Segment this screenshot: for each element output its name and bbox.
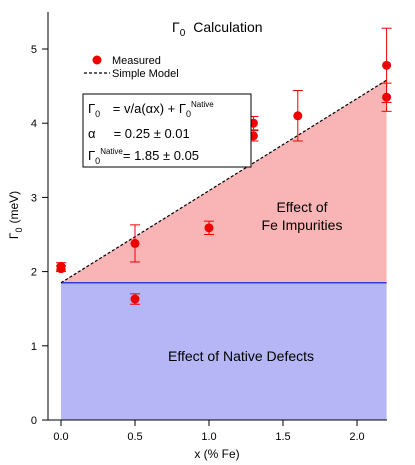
formula-row-3: Γ0Native= 1.85 ± 0.05 bbox=[88, 147, 199, 166]
x-tick-label-4: 2.0 bbox=[349, 431, 364, 443]
measured-points bbox=[56, 27, 392, 305]
data-point-4 bbox=[204, 223, 214, 233]
legend-label-model: Simple Model bbox=[112, 68, 179, 80]
y-ticks: 0 1 2 3 4 5 bbox=[31, 44, 48, 427]
plot-axes bbox=[47, 12, 387, 421]
data-point-7 bbox=[293, 111, 303, 121]
fe-region-label-line1: Effect of bbox=[276, 199, 327, 215]
formula-row-1: Γ0 = v/a(αx) + Γ0Native bbox=[88, 100, 214, 119]
legend: Measured Simple Model bbox=[84, 55, 179, 80]
y-tick-label-0: 0 bbox=[31, 415, 37, 427]
x-ticks: 0.0 0.5 1.0 1.5 2.0 bbox=[53, 420, 365, 443]
native-defects-region bbox=[61, 282, 387, 420]
formula-box: Γ0 = v/a(αx) + Γ0Native α = 0.25 ± 0.01 … bbox=[82, 93, 252, 168]
y-axis-label: Γ0(meV) bbox=[7, 191, 24, 239]
data-point-1 bbox=[56, 264, 66, 274]
y-tick-label-3: 3 bbox=[31, 192, 37, 204]
y-tick-label-2: 2 bbox=[31, 267, 37, 279]
formula-row-2: α = 0.25 ± 0.01 bbox=[88, 126, 190, 141]
data-point-3 bbox=[130, 294, 140, 304]
chart-title: Γ0 Calculation bbox=[172, 19, 263, 39]
x-tick-label-2: 1.0 bbox=[201, 431, 216, 443]
y-tick-label-1: 1 bbox=[31, 341, 37, 353]
fe-region-label-line2: Fe Impurities bbox=[262, 217, 343, 233]
model-lines bbox=[60, 79, 387, 284]
native-region-label: Effect of Native Defects bbox=[168, 348, 314, 364]
y-tick-label-5: 5 bbox=[31, 44, 37, 56]
x-axis-label: x (% Fe) bbox=[194, 447, 239, 461]
x-tick-label-3: 1.5 bbox=[275, 431, 290, 443]
formula-box-frame bbox=[82, 93, 252, 168]
x-tick-label-0: 0.0 bbox=[53, 431, 68, 443]
legend-label-measured: Measured bbox=[112, 55, 161, 67]
data-point-8 bbox=[382, 60, 392, 70]
data-point-2 bbox=[130, 238, 140, 248]
simple-model-line bbox=[60, 79, 387, 284]
y-tick-label-4: 4 bbox=[31, 118, 37, 130]
x-tick-label-1: 0.5 bbox=[127, 431, 142, 443]
legend-marker-measured bbox=[92, 55, 102, 65]
data-point-9 bbox=[382, 92, 392, 102]
